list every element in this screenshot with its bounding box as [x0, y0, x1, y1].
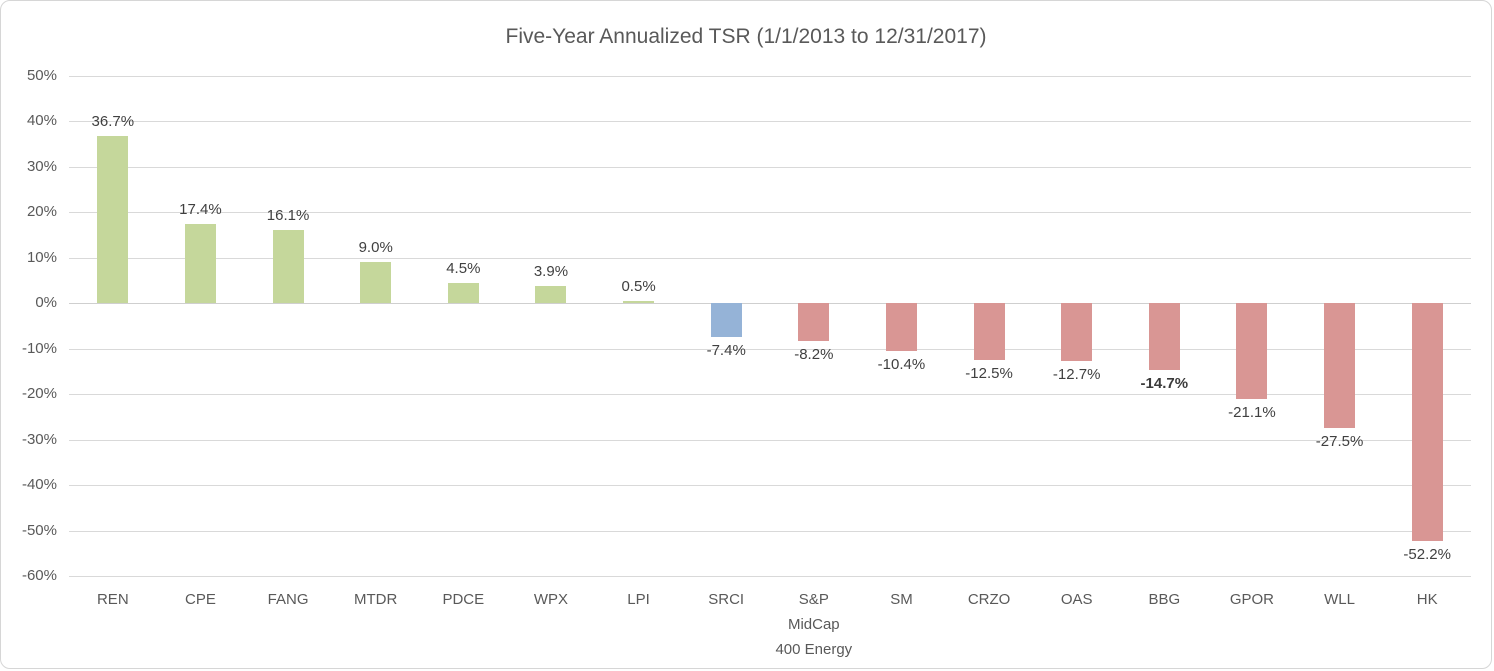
x-axis-category-label-wpx: WPX: [534, 587, 568, 612]
y-axis-tick-label: 20%: [26, 203, 57, 221]
x-axis-category-label-lpi: LPI: [627, 587, 650, 612]
bar-value-label-s-p-midcap-400-energy: -8.2%: [794, 345, 834, 363]
x-axis-category-line: WLL: [1324, 591, 1355, 608]
x-axis-category-label-oas: OAS: [1061, 587, 1093, 612]
bar-value-label-pdce: 4.5%: [446, 259, 481, 277]
y-axis-tick-label: 40%: [26, 112, 57, 130]
bar-gpor: [1236, 303, 1268, 400]
bar-value-label-cpe: 17.4%: [179, 201, 222, 219]
x-axis-category-label-cpe: CPE: [185, 587, 216, 612]
bar-value-label-ren: 36.7%: [91, 113, 135, 131]
x-axis-category-line: MidCap: [787, 616, 840, 633]
x-axis-category-line: S&P: [798, 591, 829, 608]
bar-value-label-wpx: 3.9%: [533, 262, 569, 280]
gridline: [69, 121, 1471, 123]
gridline: [69, 576, 1471, 577]
y-axis-tick-label: -60%: [21, 567, 57, 584]
bar-s-p-midcap-400-energy: [798, 303, 830, 341]
y-axis-tick-label: -10%: [21, 339, 57, 357]
gridline: [69, 212, 1471, 214]
x-axis-category-line: BBG: [1148, 591, 1181, 608]
x-axis-category-label-sm: SM: [890, 587, 913, 612]
x-axis-category-line: 400 Energy: [775, 641, 853, 658]
bar-value-label-oas: -12.7%: [1052, 366, 1101, 383]
y-axis-tick-label: -50%: [21, 521, 57, 539]
x-axis-category-line: REN: [96, 591, 129, 608]
bar-value-label-crzo: -12.5%: [965, 365, 1013, 383]
bar-wpx: [535, 285, 567, 304]
y-axis-tick-label: -20%: [21, 385, 57, 403]
x-axis-category-label-gpor: GPOR: [1230, 587, 1274, 612]
bar-value-label-bbg: -14.7%: [1140, 375, 1189, 393]
x-axis-category-label-bbg: BBG: [1148, 587, 1180, 612]
y-axis-tick-label: 50%: [26, 67, 57, 84]
x-axis-category-label-mtdr: MTDR: [354, 587, 397, 612]
y-axis-tick-label: 10%: [26, 248, 57, 266]
x-axis-category-line: HK: [1416, 591, 1438, 608]
bar-mtdr: [360, 262, 392, 304]
plot-area: 36.7% 17.4% 16.1% 9.0% 4.5% 3.9% 0.5% -7.4% -8.2…: [69, 76, 1471, 577]
bar-value-label-sm: -10.4%: [877, 355, 926, 373]
x-axis-category-line: PDCE: [442, 591, 485, 608]
x-axis-category-line: SRCI: [708, 591, 745, 608]
bar-value-label-wll: -27.5%: [1315, 433, 1364, 451]
gridline: [69, 76, 1471, 77]
bar-value-label-hk: -52.2%: [1403, 545, 1451, 563]
bar-fang: [272, 230, 304, 304]
gridline: [69, 166, 1471, 168]
x-axis-category-label-crzo: CRZO: [968, 587, 1011, 612]
x-axis-category-label-wll: WLL: [1324, 587, 1355, 612]
x-axis-category-line: OAS: [1060, 591, 1093, 608]
bar-pdce: [447, 282, 479, 304]
bar-value-label-srci: -7.4%: [706, 341, 746, 359]
bar-hk: [1411, 303, 1443, 541]
bar-bbg: [1148, 303, 1180, 371]
gridline: [69, 485, 1471, 487]
bar-value-label-lpi: 0.5%: [621, 278, 656, 295]
bar-ren: [97, 136, 129, 304]
bar-srci: [710, 303, 742, 337]
gridline: [69, 348, 1471, 350]
y-axis-tick-label: 30%: [26, 157, 57, 175]
gridline: [69, 439, 1471, 441]
x-axis-category-label-fang: FANG: [268, 587, 309, 612]
bar-value-label-fang: 16.1%: [266, 207, 310, 225]
x-axis-category-line: MTDR: [354, 591, 398, 608]
gridline: [69, 394, 1471, 396]
x-axis: REN CPE FANG MTDR PDCE WPX LPI SRCI S&P MidCap 400…: [69, 587, 1471, 667]
bar-cpe: [184, 224, 216, 304]
bar-crzo: [973, 303, 1005, 361]
x-axis-category-label-srci: SRCI: [708, 587, 744, 612]
x-axis-category-line: WPX: [533, 591, 569, 608]
bar-oas: [1061, 303, 1093, 361]
x-axis-category-label-pdce: PDCE: [442, 587, 484, 612]
x-axis-category-label-s-p-midcap-400-energy: S&P MidCap 400 Energy: [775, 587, 852, 662]
x-axis-category-line: CRZO: [967, 591, 1011, 608]
bar-sm: [885, 303, 917, 351]
x-axis-category-label-hk: HK: [1417, 587, 1438, 612]
x-axis-category-line: GPOR: [1229, 591, 1275, 608]
chart-title: Five-Year Annualized TSR (1/1/2013 to 12…: [505, 25, 987, 48]
x-axis-category-line: FANG: [267, 591, 309, 608]
bar-value-label-mtdr: 9.0%: [358, 239, 393, 257]
bar-wll: [1324, 303, 1356, 429]
y-axis-tick-label: 0%: [35, 294, 57, 312]
y-axis: 50% 40% 30% 20% 10% 0% -10% -20% -30% -40% -50% -60…: [1, 67, 57, 584]
gridline: [69, 303, 1471, 305]
gridline: [69, 257, 1471, 259]
x-axis-category-line: SM: [890, 591, 913, 608]
bar-value-label-gpor: -21.1%: [1228, 404, 1276, 422]
gridline: [69, 530, 1471, 532]
x-axis-category-line: CPE: [185, 591, 216, 608]
bar-lpi: [623, 301, 655, 304]
x-axis-category-line: LPI: [627, 591, 650, 608]
x-axis-category-label-ren: REN: [97, 587, 129, 612]
y-axis-tick-label: -30%: [21, 430, 57, 448]
y-axis-tick-label: -40%: [21, 476, 57, 494]
